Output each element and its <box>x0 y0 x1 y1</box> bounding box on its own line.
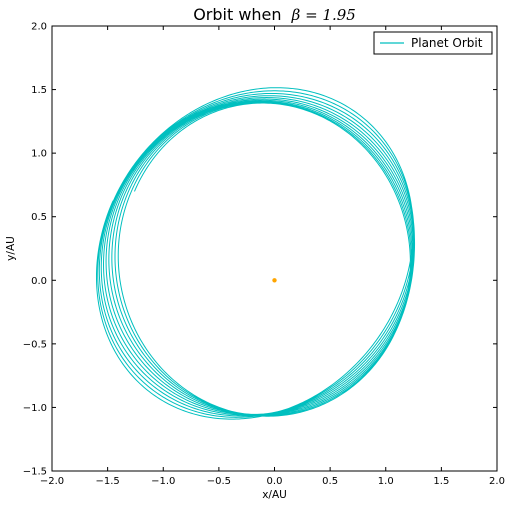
chart-title-math: β = 1.95 <box>291 6 356 24</box>
planet-orbit-line <box>95 87 416 420</box>
y-tick-label: 0.5 <box>31 212 47 223</box>
x-tick-label: 1.0 <box>378 476 394 487</box>
x-tick-label: −1.5 <box>95 476 119 487</box>
y-tick-label: 1.0 <box>31 149 47 160</box>
y-axis-label: y/AU <box>5 236 17 261</box>
legend: Planet Orbit <box>373 31 493 55</box>
x-axis-ticks: −2.0 −1.5 −1.0 −0.5 0.0 0.5 1.0 1.5 2.0 <box>40 26 505 487</box>
x-tick-label: 0.5 <box>322 476 338 487</box>
y-axis-ticks: −1.5 −1.0 −0.5 0.0 0.5 1.0 1.5 2.0 <box>23 22 497 478</box>
chart-title-text: Orbit when <box>193 5 281 24</box>
sun-marker-layer <box>272 278 277 283</box>
sun-marker <box>272 278 277 283</box>
orbit-series-layer <box>95 87 416 420</box>
x-tick-label: 1.5 <box>433 476 449 487</box>
plot-area-frame <box>51 25 498 472</box>
x-tick-label: −2.0 <box>40 476 64 487</box>
x-tick-label: −0.5 <box>207 476 231 487</box>
legend-entry-planet-orbit: Planet Orbit <box>411 36 483 50</box>
legend-box <box>373 31 493 55</box>
y-tick-label: −1.0 <box>23 403 47 414</box>
y-tick-label: −1.5 <box>23 467 47 478</box>
y-tick-label: 1.5 <box>31 85 47 96</box>
y-tick-label: −0.5 <box>23 339 47 350</box>
x-tick-label: −1.0 <box>151 476 175 487</box>
chart-title: Orbit when β = 1.95 <box>193 5 356 24</box>
x-axis-label: x/AU <box>262 489 287 501</box>
x-tick-label: 0.0 <box>267 476 283 487</box>
x-tick-label: 2.0 <box>489 476 505 487</box>
y-tick-label: 0.0 <box>31 276 47 287</box>
y-tick-label: 2.0 <box>31 22 47 33</box>
